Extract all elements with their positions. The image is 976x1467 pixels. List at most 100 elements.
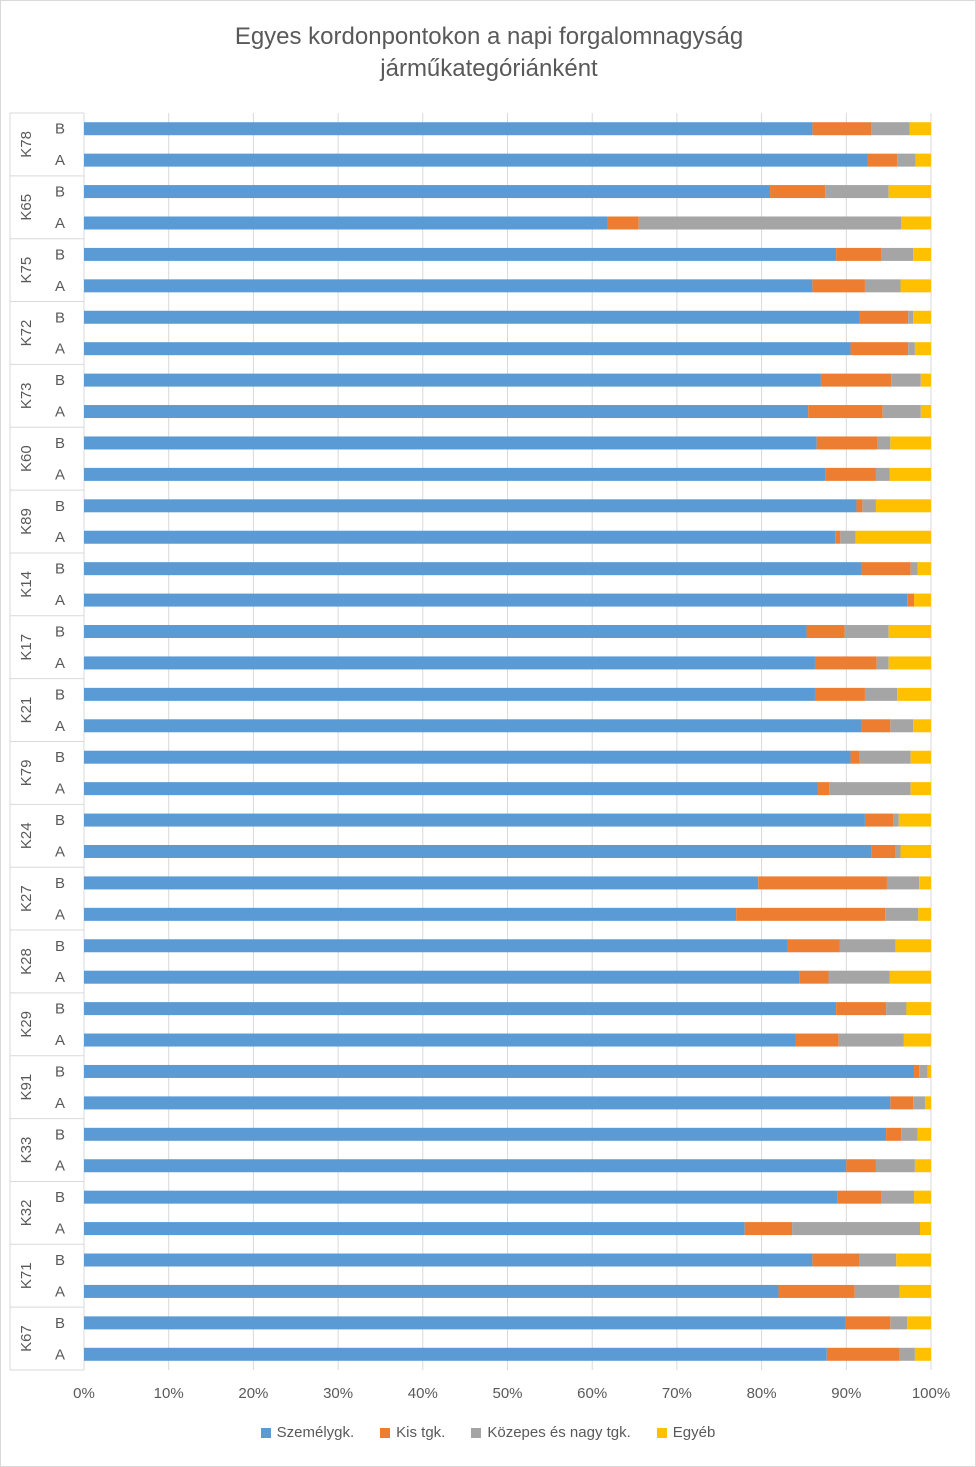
bar-segment (787, 939, 840, 953)
bar-segment (84, 342, 851, 356)
bar-segment (84, 687, 815, 701)
bar-segment (864, 813, 894, 827)
bar-segment (891, 373, 921, 387)
bar-sublabel: B (55, 498, 65, 515)
legend-swatch (260, 1427, 271, 1438)
group-label: K14 (18, 571, 35, 598)
bar-segment (901, 1127, 918, 1141)
bar-sublabel: A (55, 906, 65, 923)
bar-segment (845, 1316, 891, 1330)
group-label: K65 (18, 194, 35, 221)
bar-segment (859, 750, 911, 764)
bar-segment (862, 499, 876, 513)
bar-segment (889, 467, 931, 481)
bar-segment (886, 876, 920, 890)
bar-segment (84, 499, 857, 513)
bar-segment (914, 342, 931, 356)
bar-sublabel: B (55, 184, 65, 201)
group-label: K91 (18, 1074, 35, 1101)
bar-segment (84, 373, 821, 387)
bar-segment (910, 750, 931, 764)
bar-segment (814, 656, 877, 670)
bar-sublabel: A (55, 1158, 65, 1175)
bar-sublabel: A (55, 1095, 65, 1112)
bar-segment (910, 562, 918, 576)
bar-segment (84, 436, 817, 450)
group-label: K73 (18, 382, 35, 409)
bar-segment (885, 907, 919, 921)
bar-segment (84, 310, 860, 324)
group-label: K29 (18, 1011, 35, 1038)
bar-segment (84, 939, 788, 953)
group-label: K24 (18, 822, 35, 849)
bar-sublabel: B (55, 246, 65, 263)
bar-segment (890, 1316, 908, 1330)
bar-sublabel: B (55, 686, 65, 703)
bar-segment (907, 593, 915, 607)
bar-sublabel: A (55, 718, 65, 735)
group-label: K71 (18, 1262, 35, 1289)
bar-segment (861, 719, 891, 733)
bar-segment (812, 1253, 860, 1267)
bar-segment (903, 1033, 931, 1047)
group-label: K79 (18, 760, 35, 787)
bar-segment (84, 153, 868, 167)
bar-segment (820, 373, 892, 387)
bar-sublabel: A (55, 1032, 65, 1049)
bar-segment (881, 1190, 915, 1204)
chart-title-line-1: Egyes kordonpontokon a napi forgalomnagy… (234, 23, 744, 50)
bar-segment (913, 247, 931, 261)
bar-segment (888, 625, 931, 639)
bar-segment (812, 122, 872, 136)
bar-segment (917, 1127, 931, 1141)
x-tick-label: 30% (323, 1385, 353, 1402)
bar-segment (795, 1033, 839, 1047)
bar-segment (914, 1159, 931, 1173)
bar-segment (84, 1002, 837, 1016)
bar-sublabel: B (55, 1189, 65, 1206)
bar-segment (900, 279, 931, 293)
bar-sublabel: A (55, 341, 65, 358)
bar-segment (910, 782, 931, 796)
legend: Személygk. Kis tgk. Közepes és nagy tgk. Eg… (0, 1424, 976, 1441)
bar-segment (84, 719, 862, 733)
bar-segment (770, 185, 826, 199)
bar-segment (875, 467, 890, 481)
bar-segment (875, 1159, 915, 1173)
x-tick-label: 20% (238, 1385, 268, 1402)
bar-segment (84, 185, 771, 199)
bar-segment (918, 907, 931, 921)
bar-segment (84, 1190, 838, 1204)
bar-sublabel: B (55, 309, 65, 326)
bar-sublabel: A (55, 1221, 65, 1238)
bar-segment (881, 247, 914, 261)
bar-segment (778, 1284, 855, 1298)
bar-segment (913, 310, 931, 324)
group-label: K60 (18, 445, 35, 472)
bar-segment (84, 467, 826, 481)
bar-segment (84, 1064, 915, 1078)
bar-segment (901, 216, 931, 230)
bar-segment (855, 530, 931, 544)
bar-segment (828, 970, 890, 984)
bar-segment (84, 782, 818, 796)
bar-segment (882, 405, 921, 419)
bar-segment (836, 1002, 887, 1016)
group-label: K72 (18, 320, 35, 347)
bar-segment (814, 687, 865, 701)
bar-segment (888, 185, 931, 199)
bar-segment (806, 625, 845, 639)
bar-segment (808, 405, 883, 419)
bar-segment (914, 1064, 920, 1078)
legend-label: Közepes és nagy tgk. (487, 1424, 631, 1441)
bar-sublabel: B (55, 561, 65, 578)
bar-segment (84, 813, 865, 827)
bar-segment (84, 216, 608, 230)
bar-sublabel: B (55, 121, 65, 138)
bar-segment (890, 719, 914, 733)
bar-sublabel: A (55, 655, 65, 672)
bar-segment (84, 656, 815, 670)
bar-segment (895, 939, 931, 953)
bar-sublabel: B (55, 938, 65, 955)
chart-title: Egyes kordonpontokon a napi forgalomnagy… (1, 21, 976, 85)
